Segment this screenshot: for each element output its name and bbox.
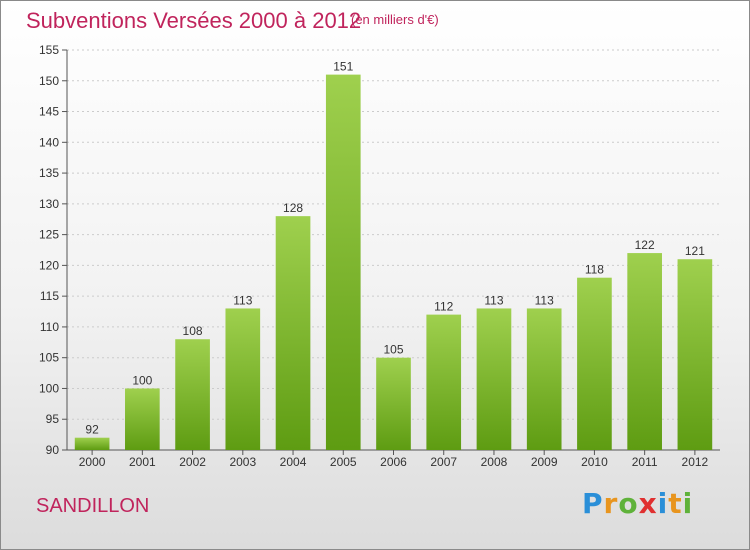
x-tick-label: 2010 [581,455,608,469]
x-tick-label: 2005 [330,455,357,469]
logo-letter: o [618,487,639,520]
x-tick-label: 2003 [229,455,256,469]
y-tick-label: 110 [40,320,59,334]
y-tick-label: 115 [40,289,59,303]
y-tick-label: 95 [46,412,60,426]
proxiti-logo: Proxiti [582,487,693,520]
y-tick-label: 135 [39,166,59,180]
y-tick-label: 125 [39,228,59,242]
y-tick-label: 90 [46,443,60,457]
bar-value-label: 108 [183,324,203,338]
bar-value-label: 105 [383,343,403,357]
bar [74,437,110,450]
bar [275,216,311,450]
logo-letter: P [582,487,604,520]
bar-value-label: 100 [132,373,152,387]
bar [677,259,713,450]
bar-value-label: 122 [635,238,655,252]
commune-name: SANDILLON [36,495,150,517]
bar-value-label: 121 [685,244,705,258]
x-tick-label: 2007 [430,455,457,469]
x-tick-label: 2001 [129,455,156,469]
bar [627,253,662,450]
bar-value-label: 112 [434,300,453,314]
bar-value-label: 118 [585,263,604,277]
x-tick-label: 2000 [79,455,106,469]
y-tick-label: 140 [39,135,59,149]
logo-letter: t [668,487,683,520]
bar [476,308,512,450]
y-tick-label: 100 [39,381,59,395]
bar [426,314,462,450]
bar [376,357,411,450]
logo-letter: r [603,487,619,520]
bar [526,308,562,450]
x-tick-label: 2012 [682,455,709,469]
x-tick-label: 2006 [380,455,407,469]
bar-value-label: 92 [85,423,99,437]
bar [577,277,612,450]
logo-letter: x [638,487,658,520]
bar [225,308,261,450]
x-tick-label: 2009 [531,455,558,469]
bar-value-label: 128 [283,201,303,215]
y-tick-label: 130 [39,197,59,211]
x-tick-label: 2002 [179,455,206,469]
bar-value-label: 151 [333,60,353,74]
y-tick-label: 150 [39,74,59,88]
chart-title: Subventions Versées 2000 à 2012 [26,8,362,33]
chart-subtitle: (en milliers d'€) [351,12,439,27]
bar [325,74,361,450]
x-tick-label: 2011 [632,455,658,469]
x-tick-label: 2008 [481,455,508,469]
y-tick-label: 105 [39,351,59,365]
y-tick-label: 145 [39,105,59,119]
logo-letter: i [657,487,669,520]
logo-letter: i [682,487,694,520]
bar-value-label: 113 [484,293,503,307]
bar [175,339,210,450]
bar-value-label: 113 [233,293,252,307]
bar [125,388,160,450]
x-tick-label: 2004 [280,455,307,469]
y-tick-label: 120 [39,258,59,272]
bar-value-label: 113 [535,293,554,307]
y-tick-label: 155 [39,43,59,57]
